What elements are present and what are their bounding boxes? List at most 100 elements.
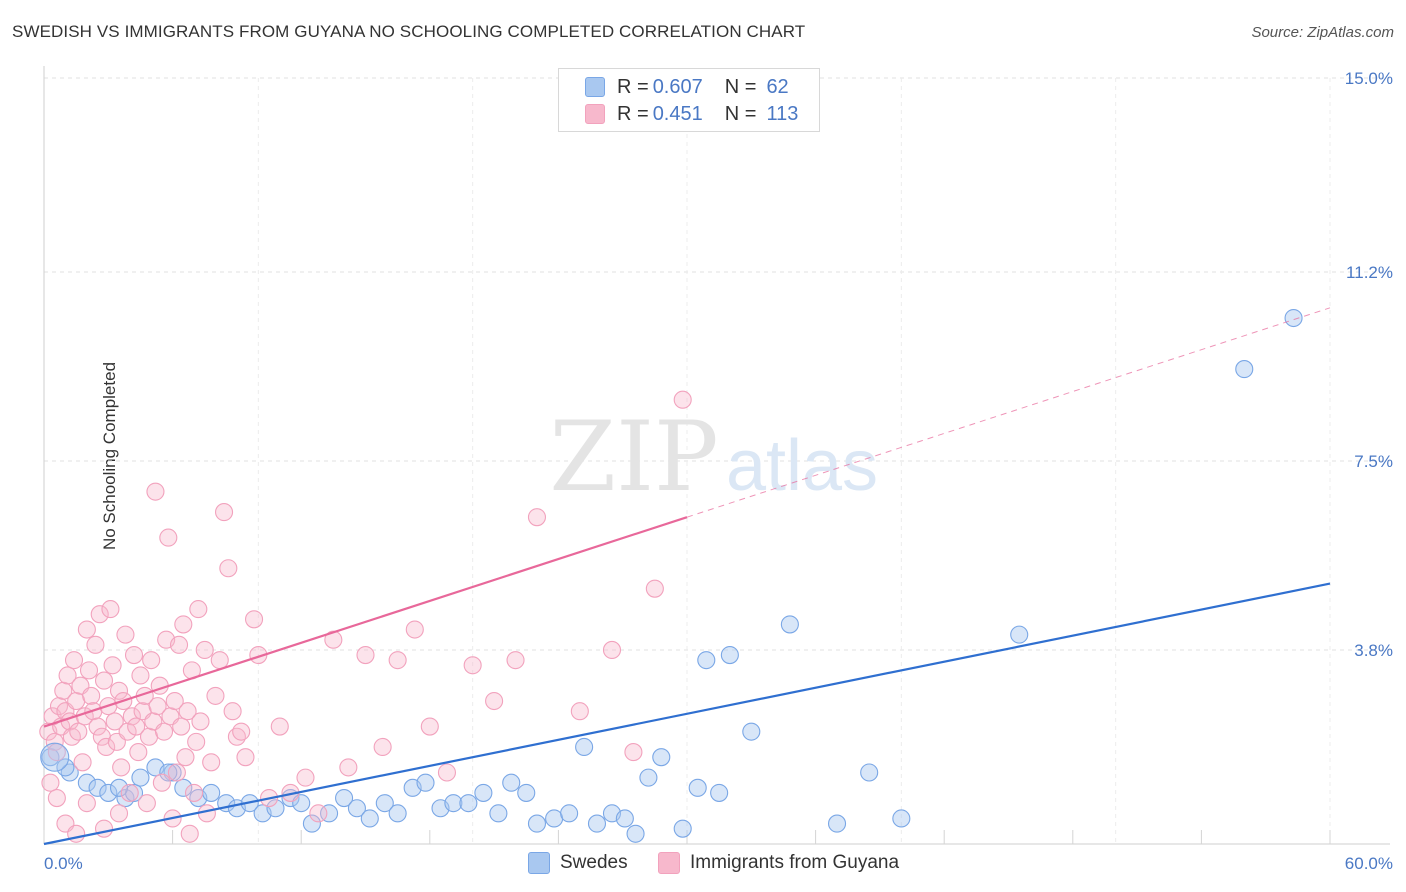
point-guyana (148, 697, 167, 716)
r-value: 0.451 (652, 102, 703, 125)
point-guyana (101, 600, 120, 619)
legend-label-swedes: Swedes (560, 852, 628, 873)
point-guyana (127, 717, 146, 736)
point-guyana (296, 768, 315, 787)
point-guyana (570, 702, 589, 721)
point-guyana (94, 671, 114, 690)
trend-line-guyana-extension (686, 307, 1331, 518)
point-swedes (545, 809, 564, 828)
point-guyana (90, 605, 109, 624)
point-swedes (375, 794, 394, 813)
point-guyana (47, 788, 66, 808)
point-guyana (154, 722, 174, 741)
point-guyana (270, 717, 289, 736)
point-swedes (388, 804, 407, 823)
point-guyana (195, 640, 214, 659)
point-guyana (122, 707, 141, 726)
point-swedes (88, 778, 107, 797)
stats-row-guyana: R = 0.451 N = 113 (585, 101, 798, 127)
point-guyana (197, 804, 216, 823)
point-guyana (41, 773, 60, 792)
point-swedes (560, 804, 579, 823)
legend-item-guyana[interactable]: Immigrants from Guyana (658, 852, 899, 874)
point-guyana (97, 737, 116, 757)
point-guyana (645, 579, 664, 598)
point-guyana (159, 528, 178, 547)
point-swedes (347, 799, 366, 818)
point-swedes (302, 814, 321, 833)
point-swedes (742, 722, 761, 741)
point-guyana (112, 758, 131, 777)
legend-item-swedes[interactable]: Swedes (528, 852, 628, 874)
point-swedes (77, 773, 96, 792)
point-guyana (103, 656, 122, 675)
point-swedes (99, 783, 118, 802)
point-guyana (232, 722, 251, 741)
point-guyana (176, 748, 195, 767)
source-label: Source: ZipAtlas.com (1251, 24, 1394, 41)
x-tick-label: 60.0% (1345, 854, 1393, 873)
point-guyana (131, 666, 150, 685)
series-legend: Swedes Immigrants from Guyana (0, 852, 1406, 878)
point-guyana (373, 737, 392, 757)
point-swedes (474, 783, 493, 802)
point-swedes (1284, 308, 1303, 328)
n-label: N = (724, 75, 757, 98)
point-swedes (697, 651, 716, 670)
point-guyana (120, 783, 139, 802)
point-guyana (167, 763, 186, 782)
point-guyana (463, 656, 482, 675)
point-guyana (180, 824, 199, 843)
point-swedes (780, 615, 799, 634)
point-swedes (615, 809, 634, 828)
trend-lines (43, 307, 1331, 846)
swatch-swedes (585, 77, 605, 97)
point-swedes (1235, 360, 1254, 379)
point-guyana (388, 651, 407, 670)
point-guyana (142, 651, 161, 670)
point-guyana (86, 635, 105, 654)
stats-row-swedes: R = 0.607 N = 62 (585, 74, 789, 100)
point-swedes (720, 646, 739, 665)
stats-legend: R = 0.607 N = 62 R = 0.451 N = 113 (558, 68, 820, 132)
point-swedes (489, 804, 508, 823)
point-guyana (339, 758, 358, 777)
point-guyana (165, 691, 184, 711)
point-swedes (444, 794, 463, 813)
watermark-zip: ZIP (549, 401, 718, 513)
point-swedes (652, 748, 671, 767)
point-guyana (174, 615, 193, 634)
point-guyana (69, 722, 88, 741)
point-swedes (626, 824, 645, 843)
point-swedes (335, 788, 354, 808)
y-tick-label: 15.0% (1345, 69, 1393, 88)
watermark: ZIP atlas (549, 401, 878, 513)
point-guyana (244, 610, 264, 629)
legend-label-guyana: Immigrants from Guyana (690, 852, 900, 873)
n-value: 62 (766, 75, 789, 98)
point-swedes (517, 783, 536, 802)
point-guyana (191, 712, 210, 731)
point-guyana (202, 753, 221, 772)
legend-swatch-guyana (658, 852, 680, 874)
point-swedes (109, 778, 129, 797)
point-swedes (587, 814, 607, 833)
point-guyana (129, 743, 148, 762)
point-guyana (73, 753, 92, 772)
point-guyana (437, 763, 456, 782)
point-guyana (109, 804, 129, 823)
point-swedes (56, 758, 75, 777)
point-guyana (152, 773, 171, 792)
point-guyana (88, 717, 107, 736)
point-guyana (506, 651, 525, 670)
point-swedes (639, 768, 658, 787)
point-guyana (485, 691, 504, 711)
point-guyana (172, 717, 191, 736)
point-guyana (219, 559, 238, 578)
point-guyana (309, 804, 328, 823)
legend-swatch-swedes (528, 852, 550, 874)
point-swedes (892, 809, 911, 828)
point-swedes (673, 819, 692, 838)
point-swedes (827, 814, 847, 833)
